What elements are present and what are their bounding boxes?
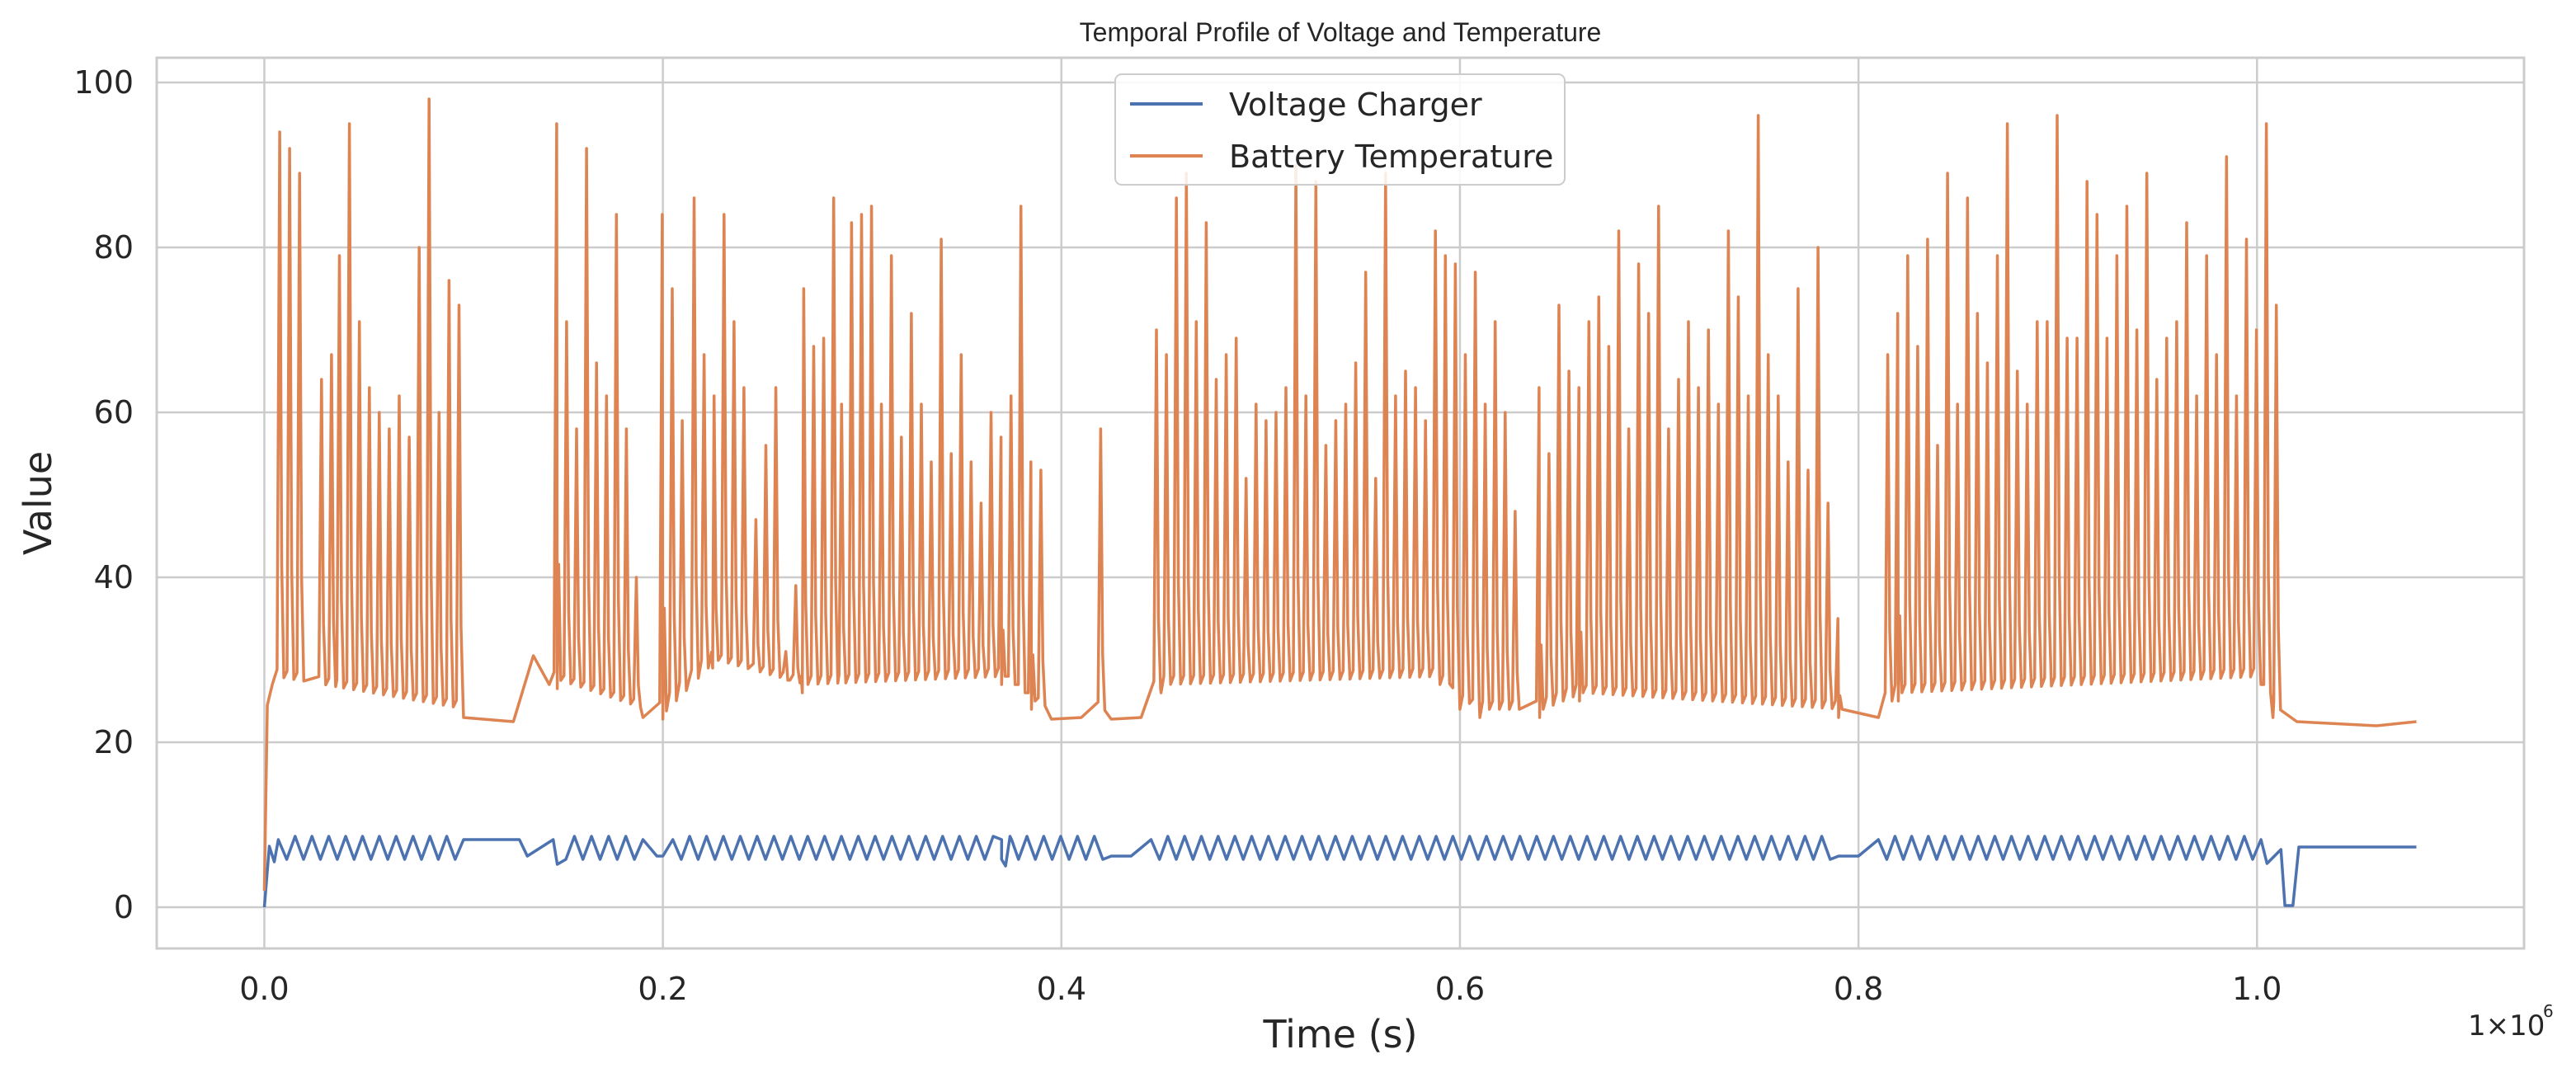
plot-frame	[155, 56, 2526, 950]
ticks: 0 20 40 60 80 100 0.0 0.2 0.4 0.6 0.8 1.0	[73, 64, 2282, 1007]
y-tick-label: 0	[114, 889, 134, 925]
plot-lines	[262, 97, 2417, 908]
x-tick-label: 0.6	[1435, 971, 1485, 1007]
x-tick-label: 0.0	[239, 971, 289, 1007]
x-offset-text: 1×10	[2468, 1009, 2545, 1042]
y-tick-label: 100	[73, 64, 134, 101]
legend: Voltage Charger Battery Temperature	[1114, 73, 1566, 186]
battery-temperature-line	[262, 97, 2417, 892]
x-tick-label: 0.4	[1037, 971, 1086, 1007]
x-tick-label: 0.8	[1834, 971, 1883, 1007]
x-axis-label: Time (s)	[1262, 1012, 1417, 1057]
chart-title: Temporal Profile of Voltage and Temperat…	[1080, 17, 1602, 47]
legend-box	[1114, 73, 1566, 186]
y-tick-label: 60	[94, 394, 134, 431]
y-tick-label: 40	[94, 559, 134, 595]
x-offset-exponent: 6	[2543, 1001, 2554, 1021]
legend-label-voltage-charger: Voltage Charger	[1229, 87, 1482, 123]
voltage-charger-line	[262, 835, 2417, 908]
legend-label-battery-temperature: Battery Temperature	[1229, 139, 1553, 175]
y-tick-label: 80	[94, 229, 134, 266]
x-offset-label: 1×10 6	[2468, 1001, 2554, 1042]
y-tick-label: 20	[94, 724, 134, 760]
x-tick-label: 0.2	[638, 971, 687, 1007]
x-tick-label: 1.0	[2232, 971, 2282, 1007]
y-axis-label: Value	[16, 451, 60, 555]
